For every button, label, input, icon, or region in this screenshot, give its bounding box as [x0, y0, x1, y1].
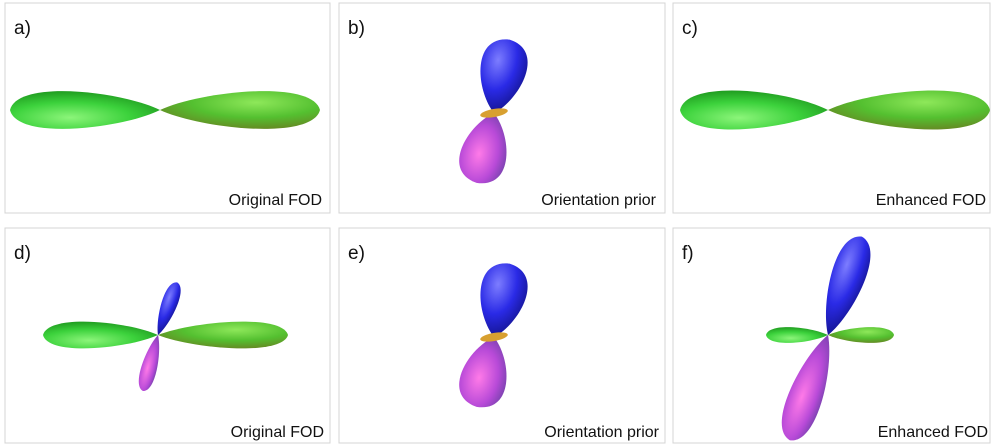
- panel-caption: Original FOD: [229, 192, 322, 209]
- panel-caption: Orientation prior: [544, 424, 659, 441]
- torus: [480, 332, 508, 342]
- panel-label: a): [14, 18, 31, 39]
- panel-label: c): [682, 18, 698, 39]
- panel-label: d): [14, 243, 31, 264]
- texts: a) Original FOD b) Orientation prior c) …: [14, 18, 988, 441]
- panel-caption: Orientation prior: [541, 192, 656, 209]
- panel-caption: Enhanced FOD: [876, 192, 986, 209]
- panel-frame: [338, 2, 666, 214]
- glyphs: [10, 34, 990, 447]
- panel-caption: Original FOD: [231, 424, 324, 441]
- torus: [480, 108, 508, 118]
- panel-caption: Enhanced FOD: [878, 424, 988, 441]
- panel-label: b): [348, 18, 365, 39]
- panel-label: e): [348, 243, 365, 264]
- panel-label: f): [682, 243, 694, 264]
